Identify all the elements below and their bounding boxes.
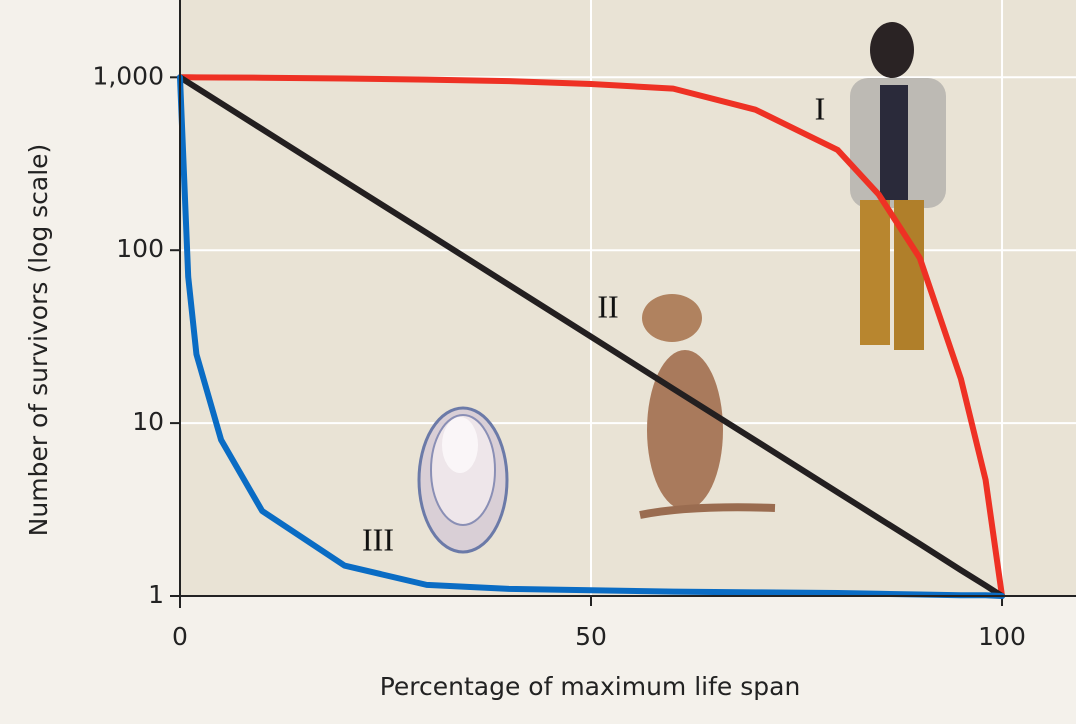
oyster-illustration — [417, 406, 509, 554]
y-tick-label: 1 — [148, 580, 164, 609]
plot — [177, 74, 1006, 599]
x-tick-label: 100 — [978, 622, 1026, 651]
x-tick-label: 50 — [575, 622, 607, 651]
squirrel-illustration — [639, 294, 776, 519]
x-tick-label: 0 — [172, 622, 188, 651]
curve-label: III — [362, 521, 394, 557]
survivorship-curve — [177, 74, 1006, 599]
survivorship-curve — [177, 74, 1006, 599]
curve-label: II — [597, 288, 618, 324]
y-axis-title: Number of survivors (log scale) — [24, 144, 53, 537]
y-tick-label: 100 — [116, 234, 164, 263]
survivorship-curve — [177, 74, 1006, 599]
y-tick-label: 10 — [132, 407, 164, 436]
illustrations — [417, 22, 946, 554]
curve-label: I — [815, 90, 826, 126]
person-illustration — [850, 22, 946, 350]
x-axis-title: Percentage of maximum life span — [380, 672, 801, 701]
y-tick-label: 1,000 — [92, 61, 164, 90]
